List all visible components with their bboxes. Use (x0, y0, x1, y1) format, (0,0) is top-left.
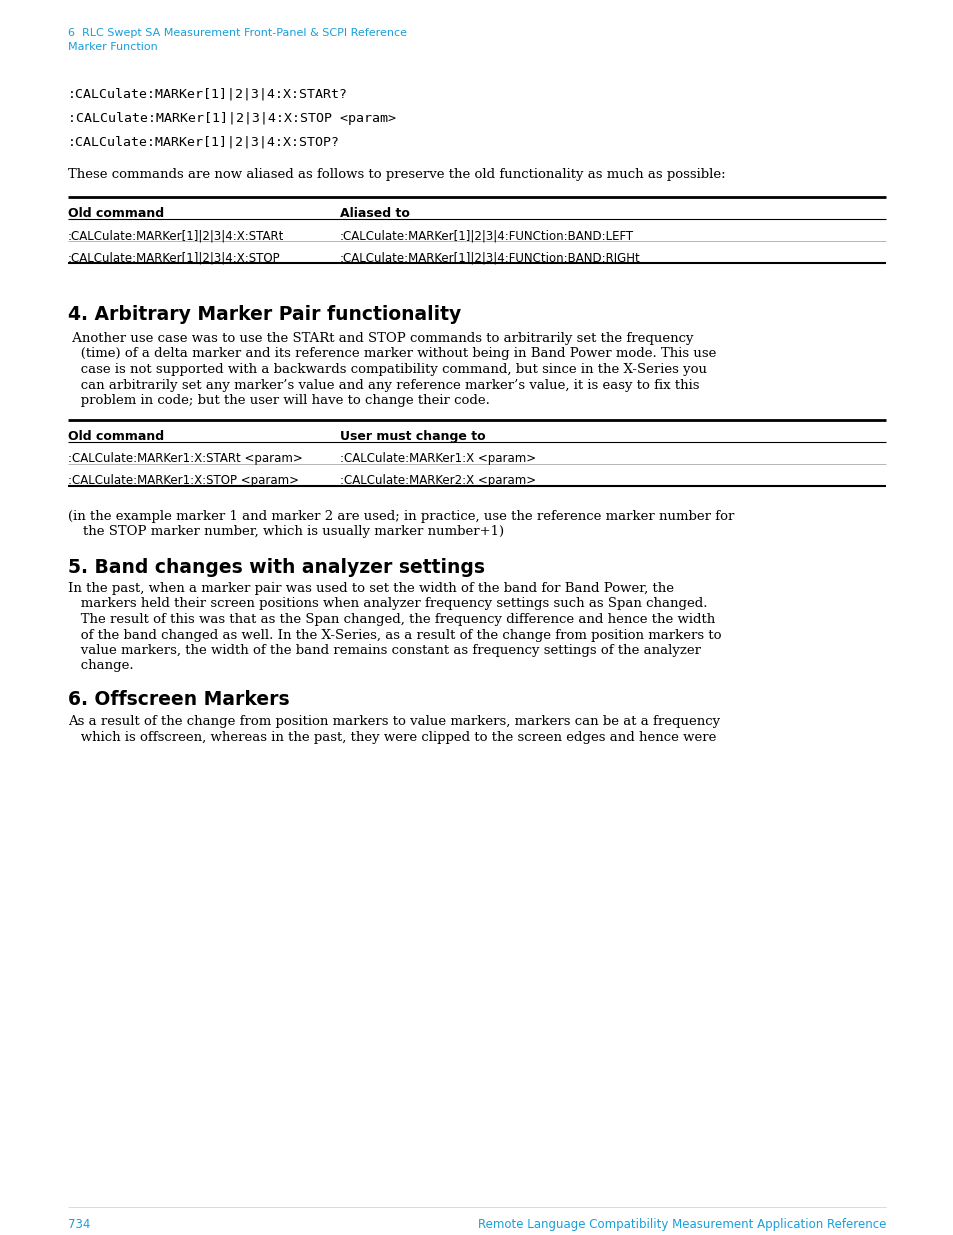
Text: can arbitrarily set any marker’s value and any reference marker’s value, it is e: can arbitrarily set any marker’s value a… (68, 378, 699, 391)
Text: Marker Function: Marker Function (68, 42, 157, 52)
Text: Remote Language Compatibility Measurement Application Reference: Remote Language Compatibility Measuremen… (477, 1218, 885, 1231)
Text: which is offscreen, whereas in the past, they were clipped to the screen edges a: which is offscreen, whereas in the past,… (68, 730, 716, 743)
Text: The result of this was that as the Span changed, the frequency difference and he: The result of this was that as the Span … (68, 613, 715, 626)
Text: Old command: Old command (68, 207, 164, 220)
Text: :CALCulate:MARKer1:X <param>: :CALCulate:MARKer1:X <param> (339, 452, 536, 466)
Text: :CALCulate:MARKer2:X <param>: :CALCulate:MARKer2:X <param> (339, 474, 536, 487)
Text: 734: 734 (68, 1218, 91, 1231)
Text: :CALCulate:MARKer1:X:STARt <param>: :CALCulate:MARKer1:X:STARt <param> (68, 452, 302, 466)
Text: :CALCulate:MARKer[1]|2|3|4:FUNCtion:BAND:RIGHt: :CALCulate:MARKer[1]|2|3|4:FUNCtion:BAND… (339, 251, 640, 264)
Text: As a result of the change from position markers to value markers, markers can be: As a result of the change from position … (68, 715, 720, 727)
Text: (time) of a delta marker and its reference marker without being in Band Power mo: (time) of a delta marker and its referen… (68, 347, 716, 361)
Text: Old command: Old command (68, 430, 164, 443)
Text: :CALCulate:MARKer[1]|2|3|4:FUNCtion:BAND:LEFT: :CALCulate:MARKer[1]|2|3|4:FUNCtion:BAND… (339, 228, 634, 242)
Text: change.: change. (68, 659, 133, 673)
Text: the STOP marker number, which is usually marker number+1): the STOP marker number, which is usually… (83, 526, 503, 538)
Text: 5. Band changes with analyzer settings: 5. Band changes with analyzer settings (68, 558, 484, 577)
Text: 6  RLC Swept SA Measurement Front-Panel & SCPI Reference: 6 RLC Swept SA Measurement Front-Panel &… (68, 28, 407, 38)
Text: Another use case was to use the STARt and STOP commands to arbitrarily set the f: Another use case was to use the STARt an… (68, 332, 693, 345)
Text: :CALCulate:MARKer[1]|2|3|4:X:STOP?: :CALCulate:MARKer[1]|2|3|4:X:STOP? (68, 136, 339, 149)
Text: (in the example marker 1 and marker 2 are used; in practice, use the reference m: (in the example marker 1 and marker 2 ar… (68, 510, 734, 522)
Text: :CALCulate:MARKer1:X:STOP <param>: :CALCulate:MARKer1:X:STOP <param> (68, 474, 298, 487)
Text: :CALCulate:MARKer[1]|2|3|4:X:STOP: :CALCulate:MARKer[1]|2|3|4:X:STOP (68, 251, 280, 264)
Text: of the band changed as well. In the X-Series, as a result of the change from pos: of the band changed as well. In the X-Se… (68, 629, 720, 641)
Text: problem in code; but the user will have to change their code.: problem in code; but the user will have … (68, 394, 489, 408)
Text: value markers, the width of the band remains constant as frequency settings of t: value markers, the width of the band rem… (68, 643, 700, 657)
Text: 4. Arbitrary Marker Pair functionality: 4. Arbitrary Marker Pair functionality (68, 305, 460, 324)
Text: In the past, when a marker pair was used to set the width of the band for Band P: In the past, when a marker pair was used… (68, 582, 673, 595)
Text: User must change to: User must change to (339, 430, 485, 443)
Text: :CALCulate:MARKer[1]|2|3|4:X:STARt?: :CALCulate:MARKer[1]|2|3|4:X:STARt? (68, 88, 348, 101)
Text: :CALCulate:MARKer[1]|2|3|4:X:STOP <param>: :CALCulate:MARKer[1]|2|3|4:X:STOP <param… (68, 112, 395, 125)
Text: markers held their screen positions when analyzer frequency settings such as Spa: markers held their screen positions when… (68, 598, 707, 610)
Text: These commands are now aliased as follows to preserve the old functionality as m: These commands are now aliased as follow… (68, 168, 725, 182)
Text: Aliased to: Aliased to (339, 207, 410, 220)
Text: case is not supported with a backwards compatibility command, but since in the X: case is not supported with a backwards c… (68, 363, 706, 375)
Text: 6. Offscreen Markers: 6. Offscreen Markers (68, 690, 290, 709)
Text: :CALCulate:MARKer[1]|2|3|4:X:STARt: :CALCulate:MARKer[1]|2|3|4:X:STARt (68, 228, 284, 242)
